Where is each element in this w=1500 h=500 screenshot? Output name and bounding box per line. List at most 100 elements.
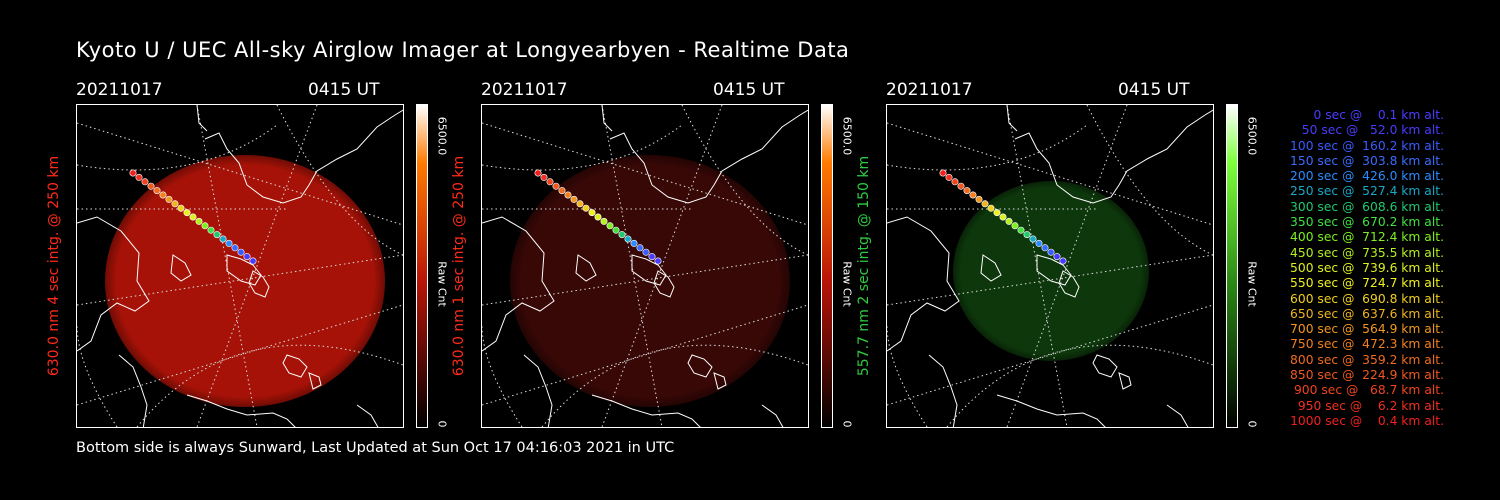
trajectory-point: [249, 257, 257, 265]
trajectory-point: [963, 187, 971, 195]
grid-line: [482, 124, 683, 171]
trajectory-point: [237, 248, 245, 256]
legend-entry: 100 sec @ 160.2 km alt.: [1286, 138, 1444, 153]
trajectory-point: [135, 173, 143, 181]
trajectory-point: [1005, 217, 1013, 225]
trajectory-point: [624, 235, 632, 243]
image-panel-3: 20211017 0415 UT 557.7 nm 2 sec intg. @ …: [856, 80, 1259, 428]
airglow-field: [953, 181, 1149, 361]
coastline: [996, 394, 1106, 427]
trajectory-point: [552, 182, 560, 190]
image-panel-2: 20211017 0415 UT 630.0 nm 1 sec intg. @ …: [451, 80, 854, 428]
legend-entry: 650 sec @ 637.6 km alt.: [1286, 306, 1444, 321]
coastline: [887, 216, 960, 352]
trajectory-point: [165, 195, 173, 203]
trajectory-point: [1023, 231, 1031, 239]
legend-entry: 550 sec @ 724.7 km alt.: [1286, 276, 1444, 291]
trajectory-point: [189, 213, 197, 221]
coastline: [170, 254, 192, 282]
grid-line: [77, 124, 278, 171]
grid-line: [482, 122, 808, 226]
coastline: [1036, 254, 1072, 286]
grid-line: [276, 105, 403, 256]
coastline: [631, 254, 667, 286]
coastline: [356, 404, 379, 427]
legend-entry: 300 sec @ 608.6 km alt.: [1286, 199, 1444, 214]
trajectory-point: [957, 182, 965, 190]
coastline: [1166, 404, 1189, 427]
trajectory-point: [159, 191, 167, 199]
trajectory-point: [582, 204, 590, 212]
coastline: [575, 254, 597, 282]
legend-entry: 600 sec @ 690.8 km alt.: [1286, 291, 1444, 306]
trajectory-point: [975, 195, 983, 203]
trajectory-point: [243, 253, 251, 261]
colorbar: [821, 104, 833, 428]
legend-entry: 700 sec @ 564.9 km alt.: [1286, 322, 1444, 337]
trajectory-point: [999, 213, 1007, 221]
trajectory-point: [195, 217, 203, 225]
trajectory-point: [648, 253, 656, 261]
trajectory-point: [1035, 239, 1043, 247]
coastline: [687, 354, 713, 378]
panel-time: 0415 UT: [713, 80, 785, 100]
grid-line: [196, 105, 258, 427]
panel-date: 20211017: [886, 80, 973, 100]
coastline: [226, 254, 262, 286]
allsky-map-svg: [482, 105, 808, 427]
grid-line: [77, 122, 403, 226]
airglow-field: [105, 155, 385, 407]
trajectory-point: [207, 226, 215, 234]
coastline: [118, 354, 148, 427]
grid-line: [887, 122, 1213, 226]
trajectory-point: [177, 204, 185, 212]
trajectory-point: [576, 200, 584, 208]
trajectory-point: [630, 239, 638, 247]
coastline: [523, 354, 553, 427]
panel-time: 0415 UT: [308, 80, 380, 100]
trajectory-point: [1011, 222, 1019, 230]
grid-line: [1086, 105, 1213, 256]
grid-line: [77, 324, 118, 427]
allsky-map-svg: [887, 105, 1213, 427]
coastline: [248, 270, 270, 298]
trajectory-point: [1059, 257, 1067, 265]
grid-line: [601, 105, 663, 427]
trajectory-point: [987, 204, 995, 212]
coastline: [282, 354, 308, 378]
trajectory-point: [636, 244, 644, 252]
trajectory-point: [1017, 226, 1025, 234]
legend-entry: 200 sec @ 426.0 km alt.: [1286, 169, 1444, 184]
grid-line: [887, 124, 1088, 171]
trajectory-point: [141, 178, 149, 186]
legend-entry: 950 sec @ 6.2 km alt.: [1293, 398, 1444, 413]
coastline: [761, 404, 784, 427]
trajectory-point: [153, 187, 161, 195]
trajectory-point: [1041, 244, 1049, 252]
coastline: [609, 109, 808, 204]
trajectory-point: [969, 191, 977, 199]
allsky-image: [886, 104, 1214, 428]
trajectory-point: [993, 209, 1001, 217]
allsky-image: [76, 104, 404, 428]
trajectory-point: [570, 195, 578, 203]
grid-line: [946, 344, 1213, 427]
trajectory-point: [540, 173, 548, 181]
coastline: [713, 372, 727, 390]
trajectory-point: [147, 182, 155, 190]
trajectory-point: [231, 244, 239, 252]
trajectory-point: [171, 200, 179, 208]
grid-line: [482, 324, 523, 427]
legend-entry: 0 sec @ 0.1 km alt.: [1301, 108, 1444, 122]
trajectory-point: [1053, 253, 1061, 261]
coastline: [77, 216, 150, 352]
page-title: Kyoto U / UEC All-sky Airglow Imager at …: [76, 38, 850, 62]
coastline: [308, 372, 322, 390]
trajectory-point: [939, 169, 947, 177]
grid-line: [196, 105, 318, 427]
coastline: [1118, 372, 1132, 390]
coastline: [601, 105, 613, 132]
legend-entry: 1000 sec @ 0.4 km alt.: [1290, 413, 1444, 428]
grid-line: [887, 304, 1213, 406]
legend-entry: 400 sec @ 712.4 km alt.: [1286, 230, 1444, 245]
